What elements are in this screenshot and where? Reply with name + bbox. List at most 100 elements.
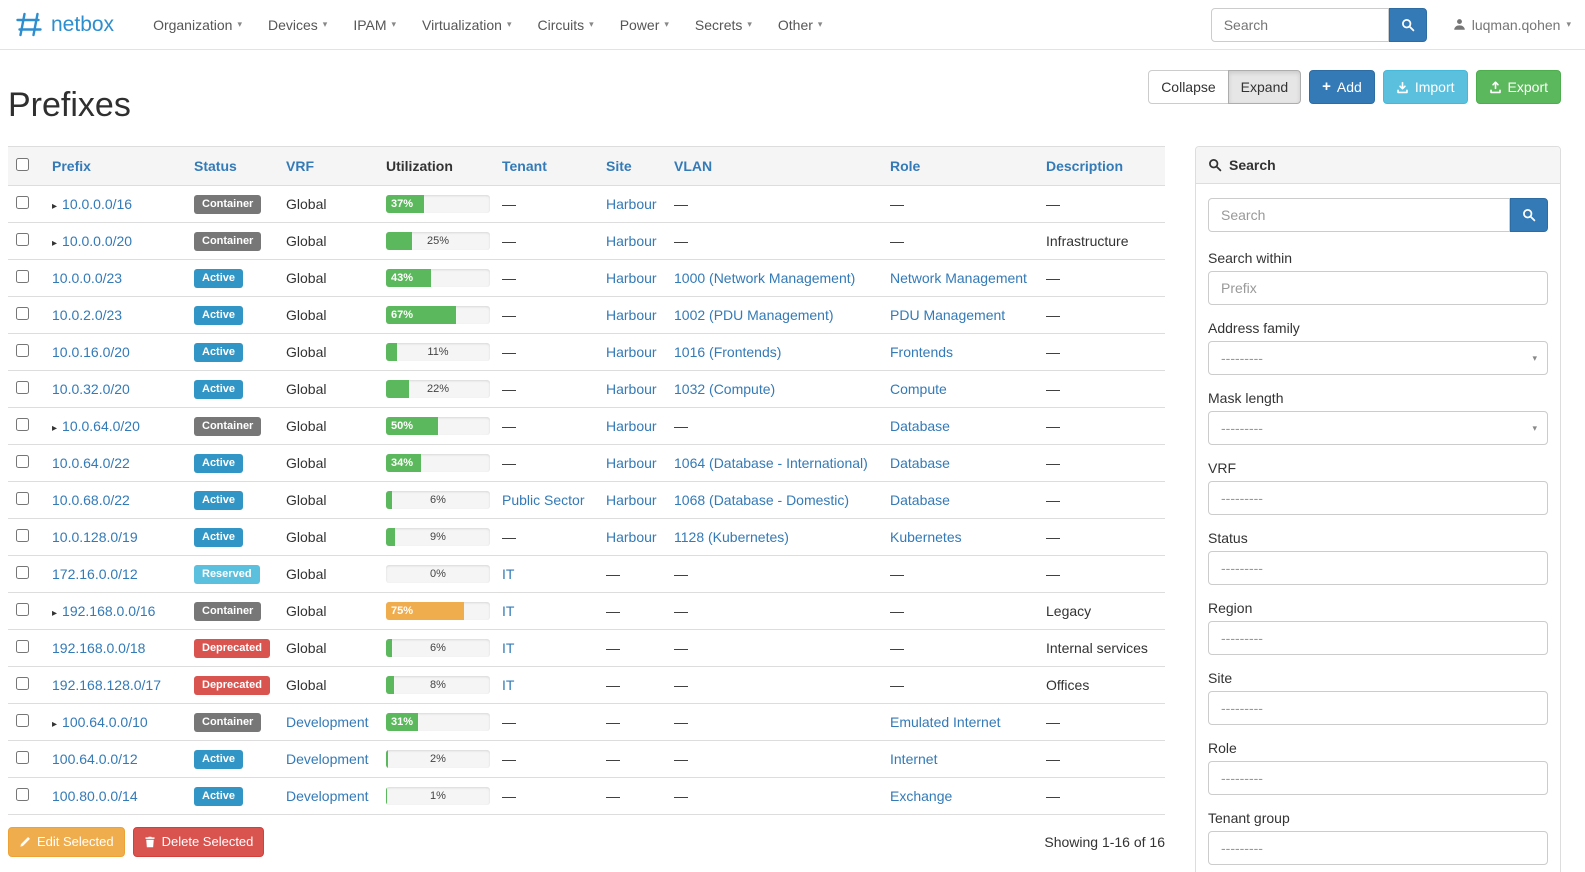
role-link[interactable]: Network Management <box>890 270 1027 286</box>
vlan-link[interactable]: 1016 (Frontends) <box>674 344 782 360</box>
row-checkbox[interactable] <box>16 196 29 209</box>
row-checkbox[interactable] <box>16 270 29 283</box>
nav-menu-organization[interactable]: Organization ▾ <box>140 9 255 41</box>
prefix-link[interactable]: 10.0.128.0/19 <box>52 529 138 545</box>
site-link[interactable]: Harbour <box>606 196 657 212</box>
tenant-link[interactable]: IT <box>502 677 515 693</box>
expand-toggle-icon[interactable]: ▸ <box>52 238 58 249</box>
role-link[interactable]: Compute <box>890 381 947 397</box>
site-link[interactable]: Harbour <box>606 270 657 286</box>
row-checkbox[interactable] <box>16 677 29 690</box>
site-link[interactable]: Harbour <box>606 418 657 434</box>
filter-search-input[interactable] <box>1208 198 1510 232</box>
vlan-link[interactable]: 1002 (PDU Management) <box>674 307 834 323</box>
role-link[interactable]: Kubernetes <box>890 529 962 545</box>
role-link[interactable]: PDU Management <box>890 307 1006 323</box>
filter-search-button[interactable] <box>1510 198 1548 232</box>
nav-menu-virtualization[interactable]: Virtualization ▾ <box>409 9 524 41</box>
tenant-link[interactable]: Public Sector <box>502 492 585 508</box>
site-link[interactable]: Harbour <box>606 529 657 545</box>
row-checkbox[interactable] <box>16 381 29 394</box>
role-link[interactable]: Internet <box>890 751 938 767</box>
nav-menu-ipam[interactable]: IPAM ▾ <box>340 9 409 41</box>
prefix-link[interactable]: 172.16.0.0/12 <box>52 566 138 582</box>
vrf-link[interactable]: Development <box>286 751 369 767</box>
filter-input-vrf[interactable] <box>1208 481 1548 515</box>
prefix-link[interactable]: 100.64.0.0/12 <box>52 751 138 767</box>
nav-menu-other[interactable]: Other ▾ <box>765 9 836 41</box>
user-menu[interactable]: luqman.qohen ▾ <box>1453 17 1571 33</box>
delete-selected-button[interactable]: Delete Selected <box>132 827 265 857</box>
nav-menu-circuits[interactable]: Circuits ▾ <box>524 9 606 41</box>
navbar-search-button[interactable] <box>1388 7 1427 42</box>
role-link[interactable]: Frontends <box>890 344 954 360</box>
collapse-button[interactable]: Collapse <box>1148 70 1229 104</box>
filter-input-tenant-group[interactable] <box>1208 831 1548 865</box>
prefix-link[interactable]: 10.0.16.0/20 <box>52 344 130 360</box>
filter-input-status[interactable] <box>1208 551 1548 585</box>
role-link[interactable]: Database <box>890 492 950 508</box>
row-checkbox[interactable] <box>16 529 29 542</box>
prefix-link[interactable]: 10.0.64.0/22 <box>52 455 130 471</box>
import-button[interactable]: Import <box>1382 70 1468 104</box>
row-checkbox[interactable] <box>16 751 29 764</box>
row-checkbox[interactable] <box>16 788 29 801</box>
row-checkbox[interactable] <box>16 233 29 246</box>
row-checkbox[interactable] <box>16 492 29 505</box>
prefix-link[interactable]: 10.0.64.0/20 <box>62 418 140 434</box>
tenant-link[interactable]: IT <box>502 566 515 582</box>
vrf-link[interactable]: Development <box>286 714 369 730</box>
filter-input-role[interactable] <box>1208 761 1548 795</box>
row-checkbox[interactable] <box>16 344 29 357</box>
row-checkbox[interactable] <box>16 455 29 468</box>
row-checkbox[interactable] <box>16 307 29 320</box>
add-button[interactable]: + Add <box>1309 70 1375 104</box>
filter-input-region[interactable] <box>1208 621 1548 655</box>
prefix-link[interactable]: 192.168.0.0/18 <box>52 640 146 656</box>
vlan-link[interactable]: 1128 (Kubernetes) <box>674 529 789 545</box>
filter-select-address-family[interactable]: --------- ▾ <box>1208 341 1548 375</box>
row-checkbox[interactable] <box>16 640 29 653</box>
expand-toggle-icon[interactable]: ▸ <box>52 608 58 619</box>
row-checkbox[interactable] <box>16 714 29 727</box>
expand-toggle-icon[interactable]: ▸ <box>52 201 58 212</box>
role-link[interactable]: Database <box>890 455 950 471</box>
vlan-link[interactable]: 1032 (Compute) <box>674 381 776 397</box>
site-link[interactable]: Harbour <box>606 307 657 323</box>
prefix-link[interactable]: 10.0.0.0/16 <box>62 196 133 212</box>
tenant-link[interactable]: IT <box>502 603 515 619</box>
prefix-link[interactable]: 10.0.0.0/20 <box>62 233 133 249</box>
vlan-link[interactable]: 1000 (Network Management) <box>674 270 856 286</box>
filter-select-mask-length[interactable]: --------- ▾ <box>1208 411 1548 445</box>
prefix-link[interactable]: 100.80.0.0/14 <box>52 788 138 804</box>
site-link[interactable]: Harbour <box>606 344 657 360</box>
prefix-link[interactable]: 192.168.128.0/17 <box>52 677 161 693</box>
nav-menu-secrets[interactable]: Secrets ▾ <box>682 9 765 41</box>
edit-selected-button[interactable]: Edit Selected <box>8 827 125 857</box>
prefix-link[interactable]: 10.0.68.0/22 <box>52 492 130 508</box>
prefix-link[interactable]: 10.0.0.0/23 <box>52 270 123 286</box>
role-link[interactable]: Emulated Internet <box>890 714 1001 730</box>
export-button[interactable]: Export <box>1475 70 1561 104</box>
nav-menu-devices[interactable]: Devices ▾ <box>255 9 340 41</box>
prefix-link[interactable]: 192.168.0.0/16 <box>62 603 156 619</box>
navbar-search-input[interactable] <box>1210 7 1389 42</box>
site-link[interactable]: Harbour <box>606 381 657 397</box>
filter-input-search-within[interactable] <box>1208 271 1548 305</box>
vlan-link[interactable]: 1064 (Database - International) <box>674 455 868 471</box>
prefix-link[interactable]: 10.0.32.0/20 <box>52 381 130 397</box>
tenant-link[interactable]: IT <box>502 640 515 656</box>
filter-input-site[interactable] <box>1208 691 1548 725</box>
row-checkbox[interactable] <box>16 603 29 616</box>
nav-menu-power[interactable]: Power ▾ <box>607 9 682 41</box>
prefix-link[interactable]: 10.0.2.0/23 <box>52 307 123 323</box>
site-link[interactable]: Harbour <box>606 233 657 249</box>
expand-button[interactable]: Expand <box>1227 70 1302 104</box>
brand[interactable]: netbox <box>14 11 114 38</box>
select-all-checkbox[interactable] <box>16 158 29 171</box>
expand-toggle-icon[interactable]: ▸ <box>52 423 58 434</box>
site-link[interactable]: Harbour <box>606 492 657 508</box>
role-link[interactable]: Database <box>890 418 950 434</box>
role-link[interactable]: Exchange <box>890 788 953 804</box>
site-link[interactable]: Harbour <box>606 455 657 471</box>
